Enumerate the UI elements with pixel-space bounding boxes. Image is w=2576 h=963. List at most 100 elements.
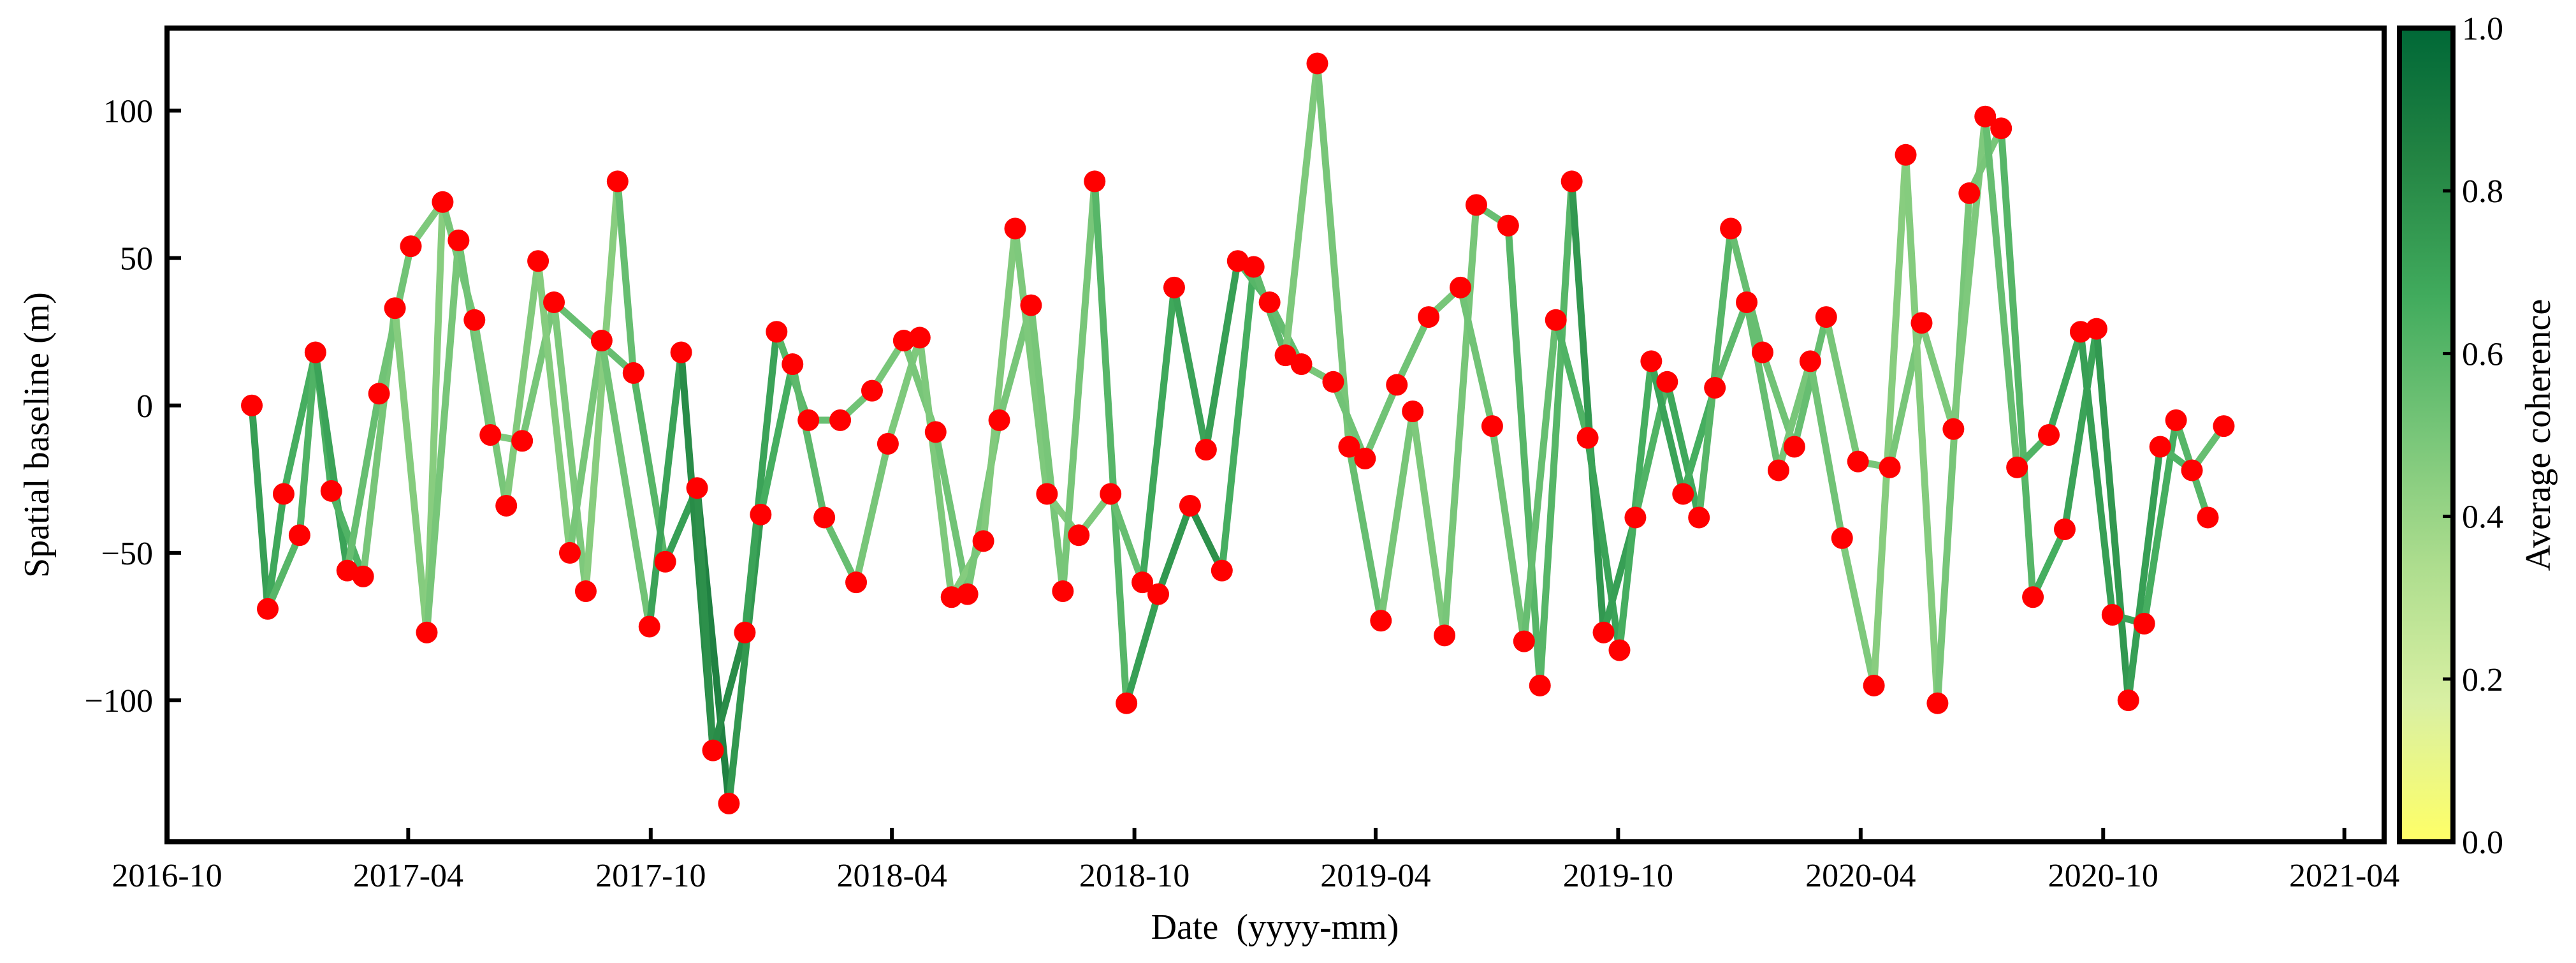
acquisition-node bbox=[1624, 506, 1647, 529]
x-axis-title: Date (yyyy-mm) bbox=[1151, 908, 1399, 947]
acquisition-node bbox=[1799, 350, 1821, 372]
acquisition-node bbox=[479, 424, 502, 446]
interferogram-edge bbox=[1838, 534, 1878, 689]
interferogram-edge bbox=[1823, 313, 1862, 466]
interferogram-edge bbox=[1807, 357, 1846, 542]
acquisition-node bbox=[1879, 456, 1901, 478]
acquisition-node bbox=[2085, 318, 2107, 340]
acquisition-node bbox=[813, 506, 836, 529]
acquisition-node bbox=[1338, 436, 1360, 458]
acquisition-node bbox=[861, 379, 883, 402]
acquisition-node bbox=[2101, 604, 2123, 626]
acquisition-node bbox=[1036, 483, 1058, 505]
acquisition-node bbox=[590, 330, 613, 352]
acquisition-node bbox=[750, 503, 772, 526]
edges-layer bbox=[248, 59, 2227, 807]
acquisition-node bbox=[972, 530, 994, 552]
colorbar-tick-label: 0.0 bbox=[2462, 825, 2503, 861]
interferogram-edge bbox=[1568, 177, 1608, 636]
acquisition-node bbox=[2197, 506, 2219, 529]
interferogram-edge bbox=[344, 390, 383, 575]
acquisition-node bbox=[574, 580, 597, 603]
acquisition-node bbox=[1465, 194, 1487, 216]
acquisition-node bbox=[1576, 427, 1599, 449]
acquisition-node bbox=[1608, 639, 1631, 661]
acquisition-node bbox=[782, 353, 804, 376]
acquisition-node bbox=[829, 409, 852, 431]
acquisition-node bbox=[256, 598, 279, 620]
x-tick-label: 2019-10 bbox=[1563, 858, 1673, 894]
interferogram-edge bbox=[1011, 224, 1051, 497]
interferogram-edge bbox=[1441, 201, 1480, 639]
interferogram-edge bbox=[757, 360, 796, 518]
y-tick-label: 0 bbox=[136, 388, 153, 425]
acquisition-node bbox=[1402, 401, 1424, 423]
interferogram-edge bbox=[1743, 298, 1782, 474]
acquisition-node bbox=[1370, 610, 1392, 632]
interferogram-edge bbox=[1552, 316, 1592, 442]
acquisition-node bbox=[1767, 459, 1789, 482]
acquisition-node bbox=[702, 739, 724, 761]
x-tick-label: 2018-10 bbox=[1079, 858, 1190, 894]
acquisition-node bbox=[463, 309, 486, 331]
interferogram-edge bbox=[1107, 490, 1146, 586]
interferogram-edge bbox=[534, 257, 574, 557]
acquisition-node bbox=[1306, 52, 1328, 75]
acquisition-node bbox=[1132, 571, 1154, 594]
nodes-layer bbox=[241, 52, 2235, 814]
interferogram-edge bbox=[1981, 113, 2021, 471]
interferogram-edge bbox=[1091, 177, 1130, 707]
interferogram-edge bbox=[1377, 408, 1416, 624]
acquisition-node bbox=[1863, 674, 1885, 696]
interferogram-edge bbox=[1361, 381, 1401, 462]
acquisition-node bbox=[654, 550, 676, 573]
acquisition-node bbox=[2213, 415, 2235, 437]
interferogram-edge bbox=[1902, 151, 1941, 707]
acquisition-node bbox=[2181, 459, 2203, 482]
interferogram-edge bbox=[1282, 59, 1321, 359]
acquisition-node bbox=[1847, 450, 1869, 473]
interferogram-edge bbox=[1027, 302, 1066, 595]
interferogram-edge bbox=[694, 484, 717, 754]
acquisition-node bbox=[1592, 621, 1615, 643]
acquisition-node bbox=[924, 421, 947, 443]
acquisition-node bbox=[416, 621, 438, 643]
acquisition-node bbox=[432, 191, 454, 213]
interferogram-edge bbox=[820, 513, 860, 586]
acquisition-node bbox=[1751, 341, 1773, 364]
acquisition-node bbox=[1274, 344, 1297, 367]
x-tick-label: 2017-04 bbox=[353, 858, 463, 894]
acquisition-node bbox=[1736, 291, 1758, 313]
acquisition-node bbox=[686, 477, 708, 499]
x-tick-label: 2017-10 bbox=[595, 858, 706, 894]
acquisition-node bbox=[1020, 294, 1042, 316]
acquisition-node bbox=[2117, 689, 2139, 712]
acquisition-node bbox=[2165, 409, 2187, 431]
acquisition-node bbox=[2149, 436, 2171, 458]
acquisition-node bbox=[1418, 306, 1440, 328]
acquisition-node bbox=[1354, 447, 1376, 469]
interferogram-edge bbox=[980, 224, 1019, 545]
acquisition-node bbox=[1100, 483, 1122, 505]
acquisition-node bbox=[527, 250, 549, 272]
acquisition-node bbox=[1497, 214, 1519, 237]
acquisition-node bbox=[734, 621, 756, 643]
acquisition-node bbox=[1974, 105, 1997, 128]
acquisition-node bbox=[1529, 674, 1551, 696]
acquisition-node bbox=[2038, 424, 2060, 446]
y-tick-label: −100 bbox=[85, 683, 153, 719]
acquisition-node bbox=[1815, 306, 1837, 328]
acquisition-node bbox=[1513, 630, 1535, 652]
interferogram-edge bbox=[916, 334, 956, 601]
interferogram-edge bbox=[2125, 443, 2164, 704]
acquisition-node bbox=[877, 432, 899, 455]
acquisition-node bbox=[1004, 217, 1026, 240]
interferogram-edge bbox=[1965, 124, 2005, 197]
interferogram-edge bbox=[1409, 408, 1448, 639]
colorbar-tick-label: 0.6 bbox=[2462, 336, 2503, 372]
acquisition-node bbox=[1179, 494, 1201, 517]
acquisition-node bbox=[1322, 371, 1344, 393]
interferogram-edge bbox=[550, 298, 590, 595]
interferogram-edge bbox=[932, 428, 971, 598]
acquisition-node bbox=[988, 409, 1010, 431]
